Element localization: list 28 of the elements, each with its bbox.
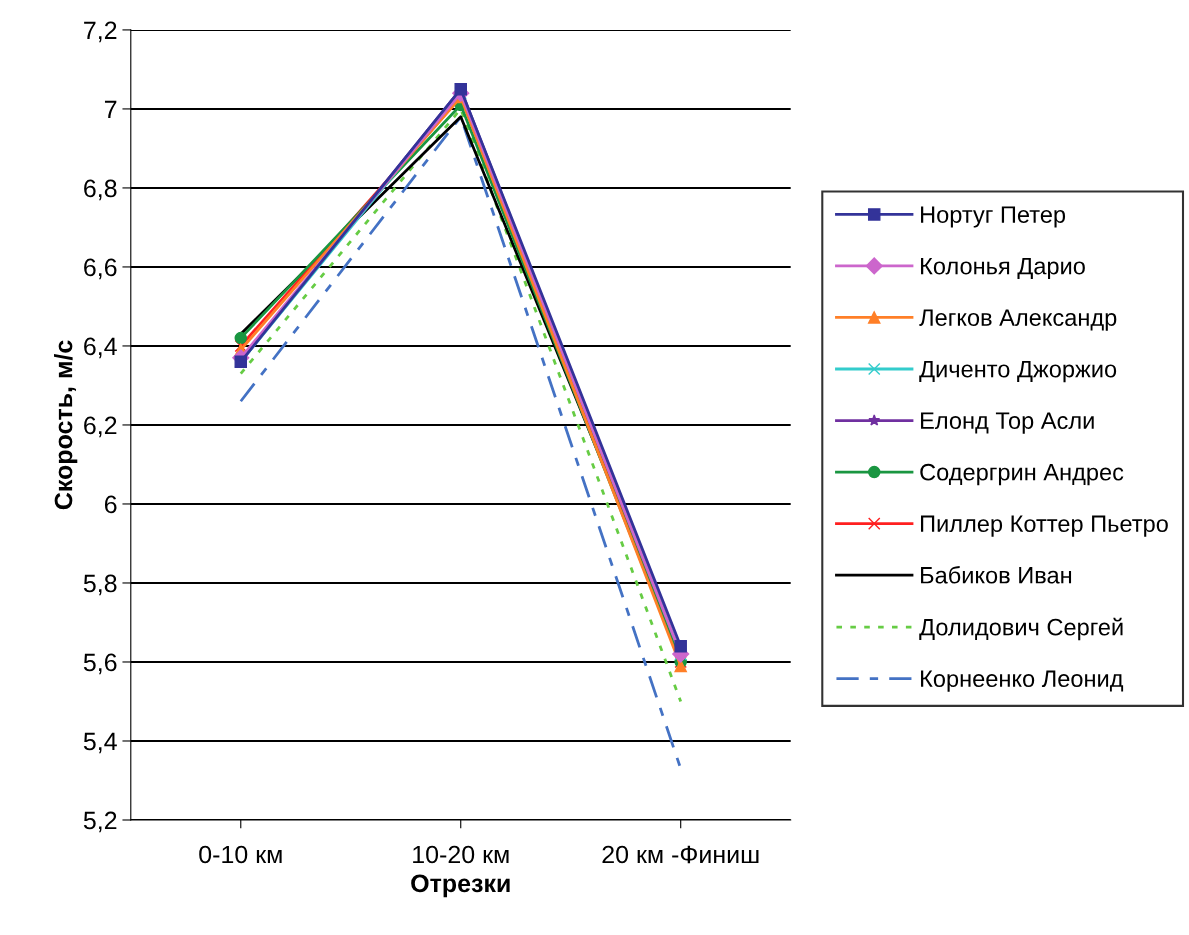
legend-label: Долидович Сергей	[919, 617, 1123, 641]
legend-label: Нортуг Петер	[921, 206, 1066, 228]
x-axis-title: Отрезки	[411, 874, 510, 898]
x-tick-label: 0-10 км	[199, 845, 282, 864]
y-tick-label: 7,2	[84, 21, 117, 43]
y-tick-label: 5,2	[83, 811, 117, 833]
point	[234, 331, 248, 345]
point	[234, 339, 248, 353]
y-tick-label: 7	[104, 100, 117, 118]
x-tick-label: 20 км -Финиш	[602, 845, 759, 864]
y-tick-label: 6,2	[84, 416, 117, 438]
y-tick-label: 6,6	[84, 258, 117, 280]
legend-label: Легков Александр	[919, 309, 1117, 331]
y-tick-label: 5,8	[83, 574, 117, 596]
y-tick-label: 6,8	[84, 179, 117, 201]
x-tick-label: 10-20 км	[413, 845, 509, 864]
y-tick-label: 6	[104, 495, 117, 514]
legend-label: Пиллер Коттер Пьетро	[921, 515, 1168, 537]
legend-label: Содергрин Андрес	[920, 463, 1124, 486]
y-tick-label: 6,4	[84, 337, 117, 359]
y-tick-label: 5,4	[83, 732, 117, 754]
legend-label: Бабиков Иван	[921, 566, 1072, 584]
legend-label: Колонья Дарио	[921, 257, 1085, 280]
legend-label: Корнеенко Леонид	[921, 670, 1124, 692]
legend-label: Елонд Тор Асли	[921, 412, 1094, 434]
y-tick-label: 5,6	[83, 653, 117, 675]
legend-label: Диченто Джоржио	[919, 361, 1117, 383]
y-axis-title: Скорость, м/с	[53, 340, 78, 510]
